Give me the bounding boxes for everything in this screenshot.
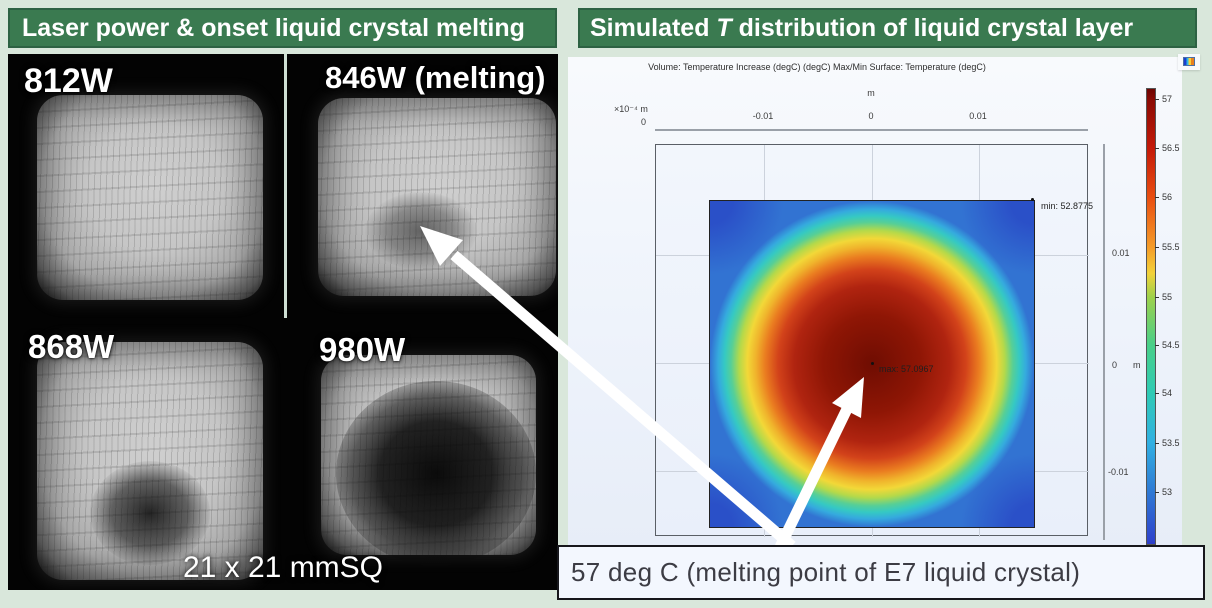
depth-scale-label: ×10⁻⁴ m [614,104,648,114]
plot-frame [655,144,1089,537]
colorbar-tick-565: 56.5 [1155,143,1180,153]
right-panel-title-italic-T: T [716,14,732,42]
power-label-812w: 812W [24,62,113,100]
tile-868w: 868W [8,318,284,590]
caption-box: 57 deg C (melting point of E7 liquid cry… [557,545,1205,600]
tile-812w: 812W [8,54,284,318]
colorbar-tick-56: 56 [1154,192,1173,202]
right-axis-unit: m [1133,360,1141,370]
temperature-colorbar [1146,88,1156,545]
melt-spot-846w [365,192,477,270]
colorbar-tick-545: 54.5 [1155,340,1180,350]
right-axis-tick-0: 0 [1112,360,1118,370]
top-axis-tick-0: 0 [868,111,874,121]
colorbar-tick-535: 53.5 [1155,438,1180,448]
colormap-icon[interactable] [1183,57,1195,66]
colorbar-tick-54: 54 [1154,388,1173,398]
right-axis-ruler [1103,144,1105,540]
right-panel-title-prefix: Simulated [590,14,717,42]
power-label-846w: 846W (melting) [325,60,546,95]
colormap-chip [1178,54,1200,70]
laser-power-image-panel: 812W 846W (melting) 868W 980W 21 x 21 mm… [8,54,558,590]
comsol-plot-title: Volume: Temperature Increase (degC) (deg… [648,62,986,72]
caption-text: 57 deg C (melting point of E7 liquid cry… [571,557,1081,587]
top-axis-ruler [655,129,1088,131]
top-axis-tick-001: 0.01 [969,111,987,121]
left-panel-title-bar: Laser power & onset liquid crystal melti… [8,8,557,48]
max-point-dot [871,362,874,365]
max-annotation: max: 57.0967 [879,364,934,374]
top-axis-unit: m [867,88,875,98]
colorbar-tick-555: 55.5 [1155,242,1180,252]
right-panel-title-bar: Simulated T distribution of liquid cryst… [578,8,1197,48]
melt-spot-980w [336,381,536,566]
top-axis-tick-neg001: -0.01 [752,111,774,121]
left-panel-title: Laser power & onset liquid crystal melti… [22,14,525,42]
melt-spot-868w [90,461,210,565]
min-annotation: min: 52.8775 [1041,201,1094,211]
power-label-980w: 980W [319,331,406,368]
colorbar-tick-53: 53 [1154,487,1173,497]
colorbar-tick-55: 55 [1154,292,1173,302]
tile-846w: 846W (melting) [287,54,558,318]
depth-scale-zero: 0 [641,117,647,127]
tile-divider [284,54,287,318]
colorbar-tick-57: 57 [1154,94,1173,104]
lc-image-812w [37,95,263,300]
right-axis-tick-neg001: -0.01 [1108,467,1129,477]
right-panel-title-suffix: distribution of liquid crystal layer [731,14,1134,42]
tile-980w: 980W [287,318,558,590]
min-point-dot [1031,198,1034,201]
power-label-868w: 868W [28,328,115,365]
right-axis-tick-001: 0.01 [1112,248,1130,258]
sample-size-label: 21 x 21 mmSQ [182,551,384,584]
